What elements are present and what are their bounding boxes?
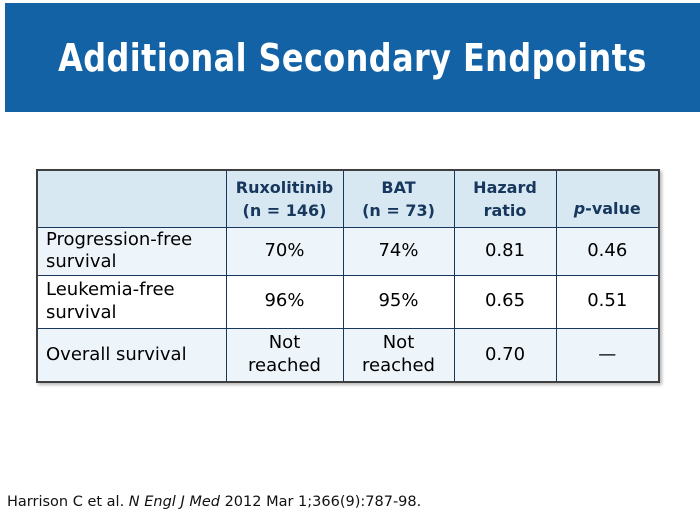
column-header-hazard-ratio: Hazard ratio [453, 169, 557, 228]
cell-bat: 74% [342, 226, 455, 276]
column-header-line: BAT [381, 177, 416, 197]
cell-hazard-ratio: 0.81 [453, 226, 557, 276]
endpoints-table: Ruxolitinib (n = 146) BAT (n = 73) Hazar… [36, 169, 660, 383]
cell-hazard-ratio: 0.70 [453, 327, 557, 383]
cell-ruxolitinib: 70% [225, 226, 344, 276]
cell-ruxolitinib: 96% [225, 274, 344, 329]
citation-details: 2012 Mar 1;366(9):787-98. [219, 494, 422, 510]
row-label: Progression-free survival [36, 226, 227, 276]
citation-authors: Harrison C et al. [7, 494, 129, 510]
column-header-line: (n = 73) [362, 200, 435, 220]
p-value-rest: -value [585, 199, 641, 219]
cell-bat: 95% [342, 274, 455, 329]
cell-p-value: — [555, 327, 660, 383]
column-header-p-value: p-value [555, 169, 660, 228]
cell-ruxolitinib: Not reached [225, 327, 344, 383]
cell-hazard-ratio: 0.65 [453, 274, 557, 329]
citation: Harrison C et al. N Engl J Med 2012 Mar … [7, 494, 421, 510]
column-header-line: Ruxolitinib [235, 177, 334, 197]
table-header-row: Ruxolitinib (n = 146) BAT (n = 73) Hazar… [36, 169, 660, 228]
column-header-line: (n = 146) [242, 200, 327, 220]
column-header-line: Hazard [473, 177, 537, 197]
cell-p-value: 0.46 [555, 226, 660, 276]
row-label: Leukemia-free survival [36, 274, 227, 329]
corner-cell [36, 169, 227, 228]
table-row-progression-free-survival: Progression-free survival 70% 74% 0.81 0… [36, 226, 660, 276]
p-value-italic-p: p [573, 199, 586, 219]
column-header-bat: BAT (n = 73) [342, 169, 455, 228]
table-row-leukemia-free-survival: Leukemia-free survival 96% 95% 0.65 0.51 [36, 274, 660, 329]
title-banner: Additional Secondary Endpoints [5, 3, 700, 112]
citation-journal: N Engl J Med [128, 494, 220, 510]
slide-title: Additional Secondary Endpoints [58, 35, 647, 80]
cell-text: Not reached [248, 332, 321, 376]
cell-bat: Not reached [342, 327, 455, 383]
column-header-line: ratio [483, 200, 527, 220]
cell-p-value: 0.51 [555, 274, 660, 329]
table-row-overall-survival: Overall survival Not reached Not reached… [36, 327, 660, 383]
column-header-ruxolitinib: Ruxolitinib (n = 146) [225, 169, 344, 228]
endpoints-table-container: Ruxolitinib (n = 146) BAT (n = 73) Hazar… [36, 169, 660, 383]
cell-text: Not reached [362, 332, 435, 376]
row-label: Overall survival [36, 327, 227, 383]
